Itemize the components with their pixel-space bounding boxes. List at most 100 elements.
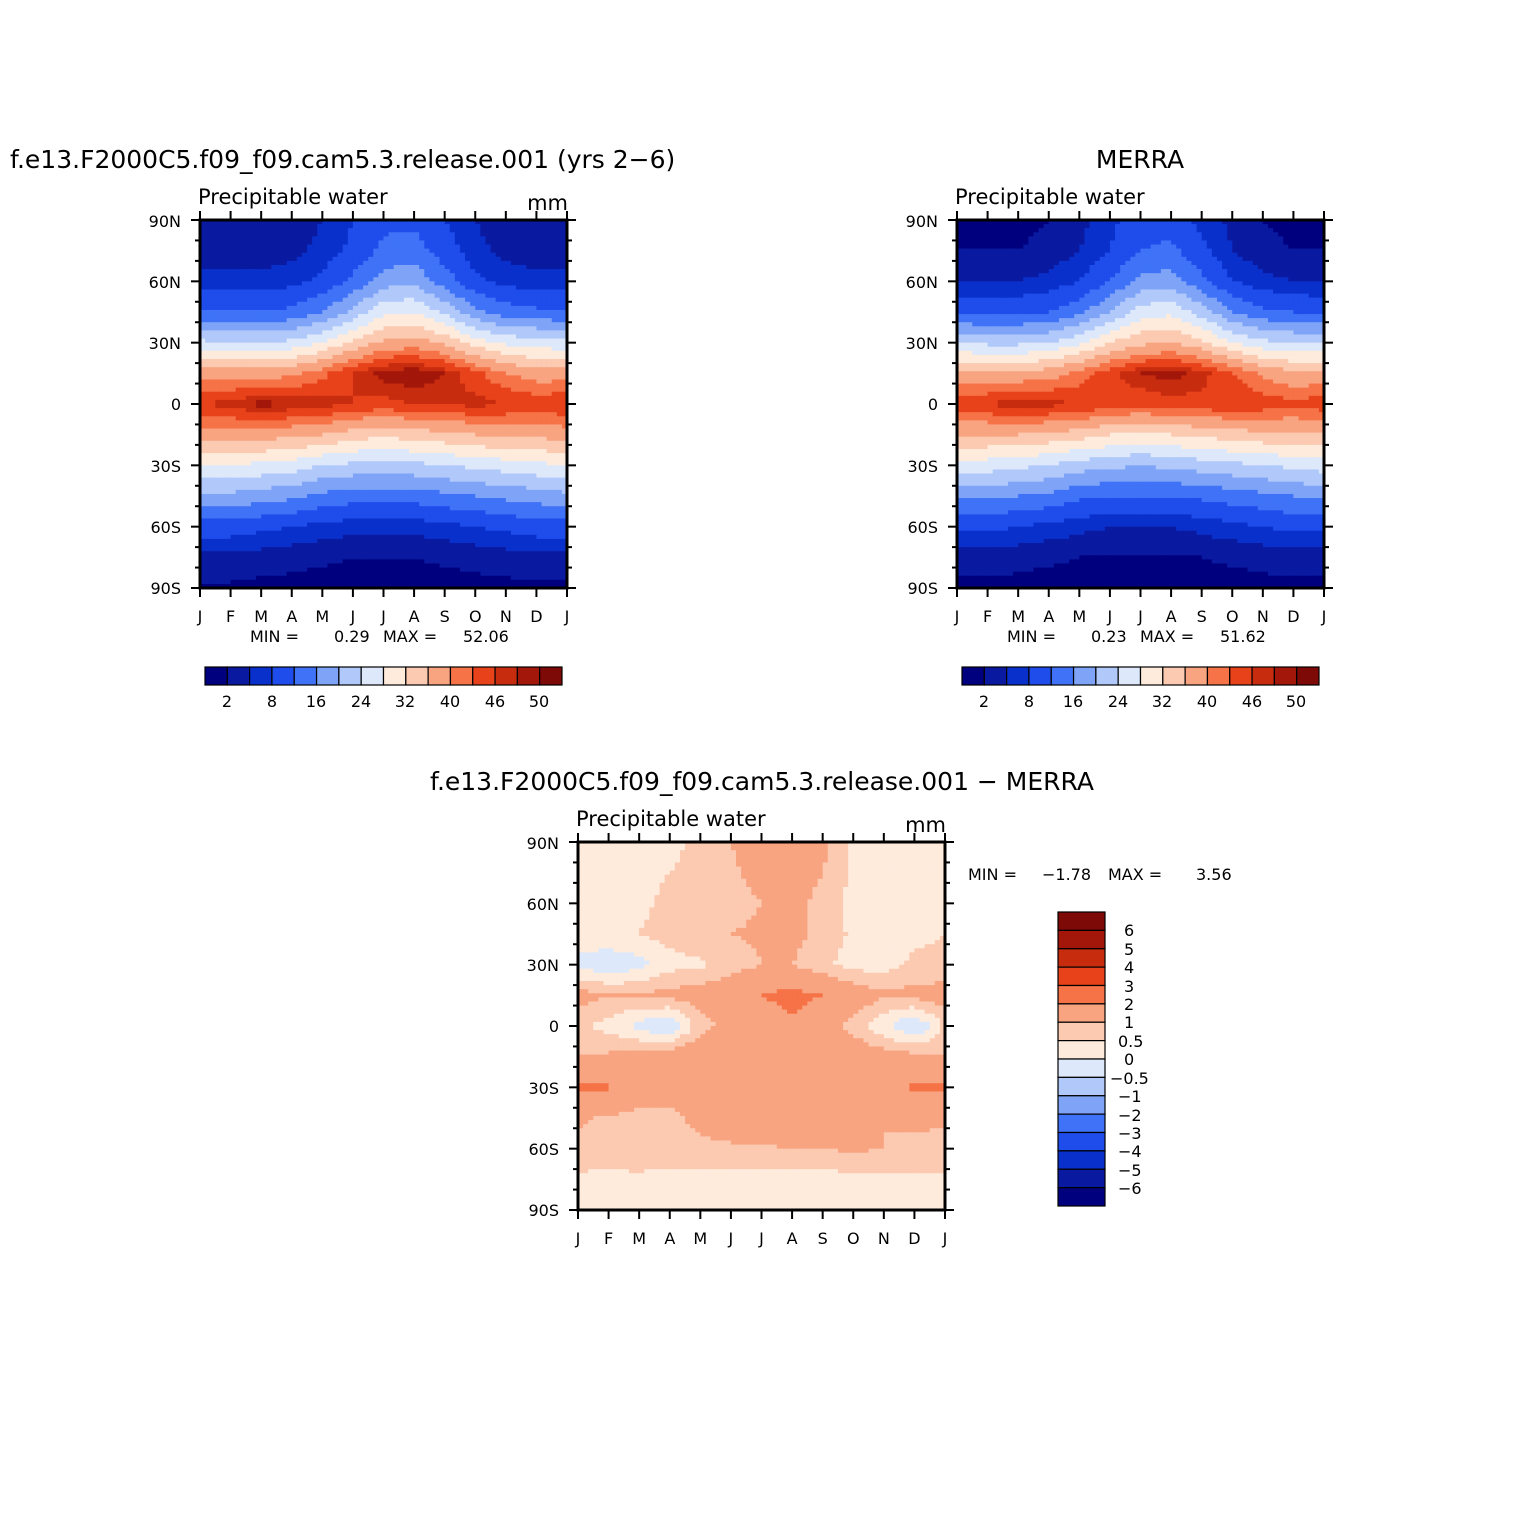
- contour-cell: [266, 297, 272, 303]
- contour-cell: [342, 289, 349, 295]
- contour-cell: [210, 297, 216, 303]
- contour-cell: [449, 305, 456, 311]
- contour-cell: [327, 379, 334, 385]
- contour-cell: [230, 408, 237, 413]
- contour-cell: [495, 264, 502, 270]
- contour-cell: [398, 309, 405, 315]
- contour-cell: [256, 326, 262, 331]
- contour-cell: [200, 334, 206, 340]
- contour-cell: [393, 489, 400, 495]
- contour-cell: [225, 457, 232, 462]
- contour-cell: [291, 350, 298, 356]
- contour-cell: [561, 269, 568, 274]
- contour-cell: [495, 224, 502, 229]
- contour-cell: [434, 244, 441, 250]
- contour-cell: [261, 391, 267, 397]
- contour-cell: [347, 297, 354, 303]
- contour-cell: [408, 498, 415, 503]
- contour-cell: [393, 424, 400, 430]
- contour-cell: [388, 375, 395, 381]
- contour-cell: [245, 383, 252, 389]
- contour-cell: [363, 305, 369, 311]
- contour-cell: [454, 428, 461, 434]
- contour-cell: [536, 395, 543, 401]
- contour-cell: [490, 264, 497, 270]
- contour-cell: [342, 281, 349, 287]
- contour-cell: [408, 228, 415, 233]
- contour-cell: [307, 228, 313, 233]
- contour-cell: [505, 236, 512, 242]
- contour-cell: [296, 387, 303, 393]
- contour-cell: [245, 269, 252, 274]
- contour-cell: [342, 228, 349, 233]
- contour-cell: [536, 416, 543, 421]
- contour-cell: [459, 248, 466, 254]
- contour-cell: [505, 408, 512, 413]
- contour-cell: [434, 350, 441, 356]
- contour-cell: [516, 399, 522, 405]
- contour-cell: [434, 359, 441, 364]
- contour-cell: [363, 448, 369, 454]
- contour-cell: [490, 493, 497, 499]
- contour-cell: [373, 477, 380, 483]
- contour-cell: [271, 395, 278, 401]
- contour-cell: [541, 432, 548, 438]
- contour-cell: [373, 363, 380, 368]
- contour-cell: [536, 399, 543, 405]
- contour-cell: [230, 252, 237, 258]
- contour-cell: [521, 350, 527, 356]
- contour-cell: [352, 330, 359, 336]
- contour-cell: [276, 391, 283, 397]
- contour-cell: [459, 354, 466, 360]
- contour-cell: [424, 264, 430, 270]
- contour-cell: [526, 448, 532, 454]
- contour-cell: [266, 391, 272, 397]
- contour-cell: [322, 485, 329, 491]
- contour-cell: [261, 498, 267, 503]
- contour-cell: [398, 346, 405, 352]
- contour-cell: [516, 420, 522, 426]
- contour-cell: [378, 252, 385, 258]
- contour-cell: [495, 399, 502, 405]
- contour-cell: [561, 493, 568, 499]
- contour-cell: [439, 461, 446, 466]
- contour-cell: [388, 473, 395, 479]
- contour-cell: [327, 359, 334, 364]
- contour-cell: [322, 326, 329, 331]
- contour-cell: [327, 224, 334, 229]
- contour-cell: [225, 391, 232, 397]
- contour-cell: [414, 264, 420, 270]
- contour-cell: [444, 224, 451, 229]
- contour-cell: [470, 346, 476, 352]
- contour-cell: [516, 375, 522, 381]
- contour-cell: [230, 281, 237, 287]
- contour-cell: [322, 408, 329, 413]
- contour-cell: [388, 465, 395, 471]
- contour-cell: [475, 391, 481, 397]
- contour-cell: [485, 371, 492, 376]
- contour-cell: [480, 281, 487, 287]
- contour-cell: [480, 363, 487, 368]
- contour-cell: [296, 493, 303, 499]
- contour-cell: [312, 412, 318, 417]
- contour-cell: [266, 440, 272, 446]
- contour-cell: [266, 285, 272, 291]
- contour-cell: [266, 493, 272, 499]
- contour-cell: [388, 379, 395, 385]
- contour-cell: [470, 404, 476, 409]
- contour-cell: [521, 293, 527, 299]
- contour-cell: [352, 465, 359, 471]
- contour-cell: [398, 220, 405, 225]
- contour-cell: [485, 412, 492, 417]
- contour-cell: [526, 412, 532, 417]
- contour-cell: [439, 260, 446, 266]
- contour-cell: [240, 297, 247, 303]
- contour-cell: [312, 281, 318, 287]
- contour-cell: [205, 469, 211, 475]
- contour-cell: [363, 387, 369, 393]
- contour-cell: [414, 273, 420, 278]
- contour-cell: [291, 387, 298, 393]
- contour-cell: [240, 498, 247, 503]
- contour-cell: [393, 436, 400, 442]
- contour-cell: [266, 395, 272, 401]
